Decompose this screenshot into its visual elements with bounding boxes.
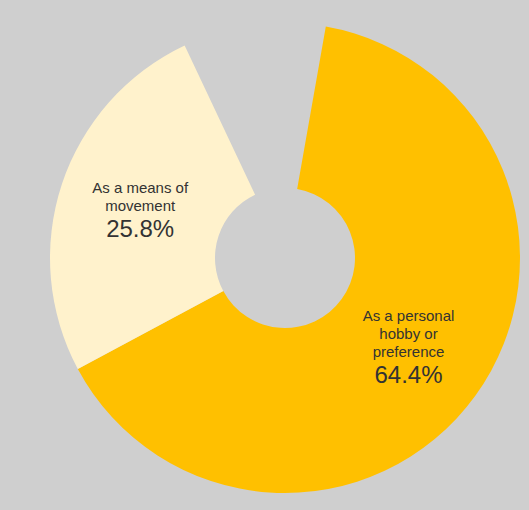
svg-text:hobby or: hobby or bbox=[379, 325, 437, 342]
svg-text:As a personal: As a personal bbox=[363, 307, 455, 324]
svg-text:As a means of: As a means of bbox=[92, 179, 189, 196]
svg-text:25.8%: 25.8% bbox=[106, 215, 174, 242]
svg-text:preference: preference bbox=[373, 343, 445, 360]
svg-text:64.4%: 64.4% bbox=[374, 361, 442, 388]
svg-text:movement: movement bbox=[105, 197, 176, 214]
